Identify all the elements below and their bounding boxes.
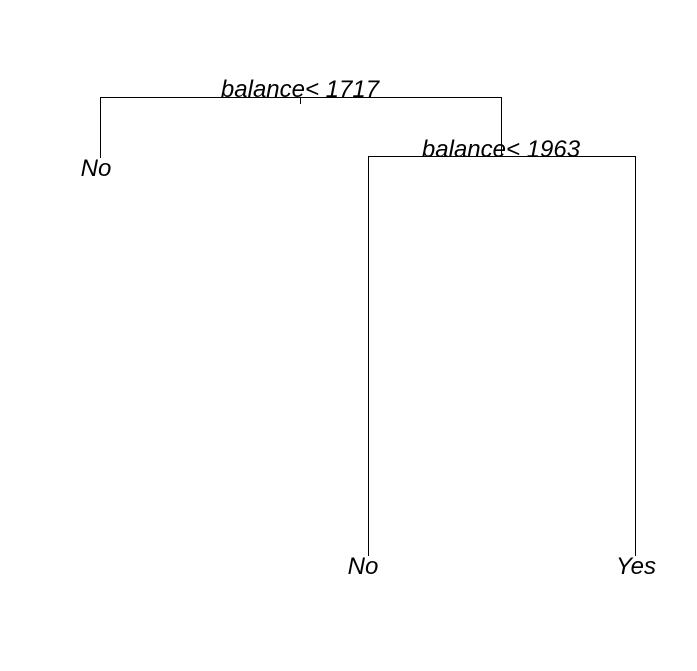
root-split-label: balance< 1717	[221, 76, 381, 103]
second-split-label: balance< 1963	[422, 136, 581, 163]
leaf-label-root-left: No	[81, 155, 112, 182]
leaf-label-second-right: Yes	[616, 553, 656, 580]
leaf-label-second-left: No	[348, 553, 379, 580]
second-split-branch	[368, 156, 636, 556]
root-split-branch	[100, 97, 502, 158]
